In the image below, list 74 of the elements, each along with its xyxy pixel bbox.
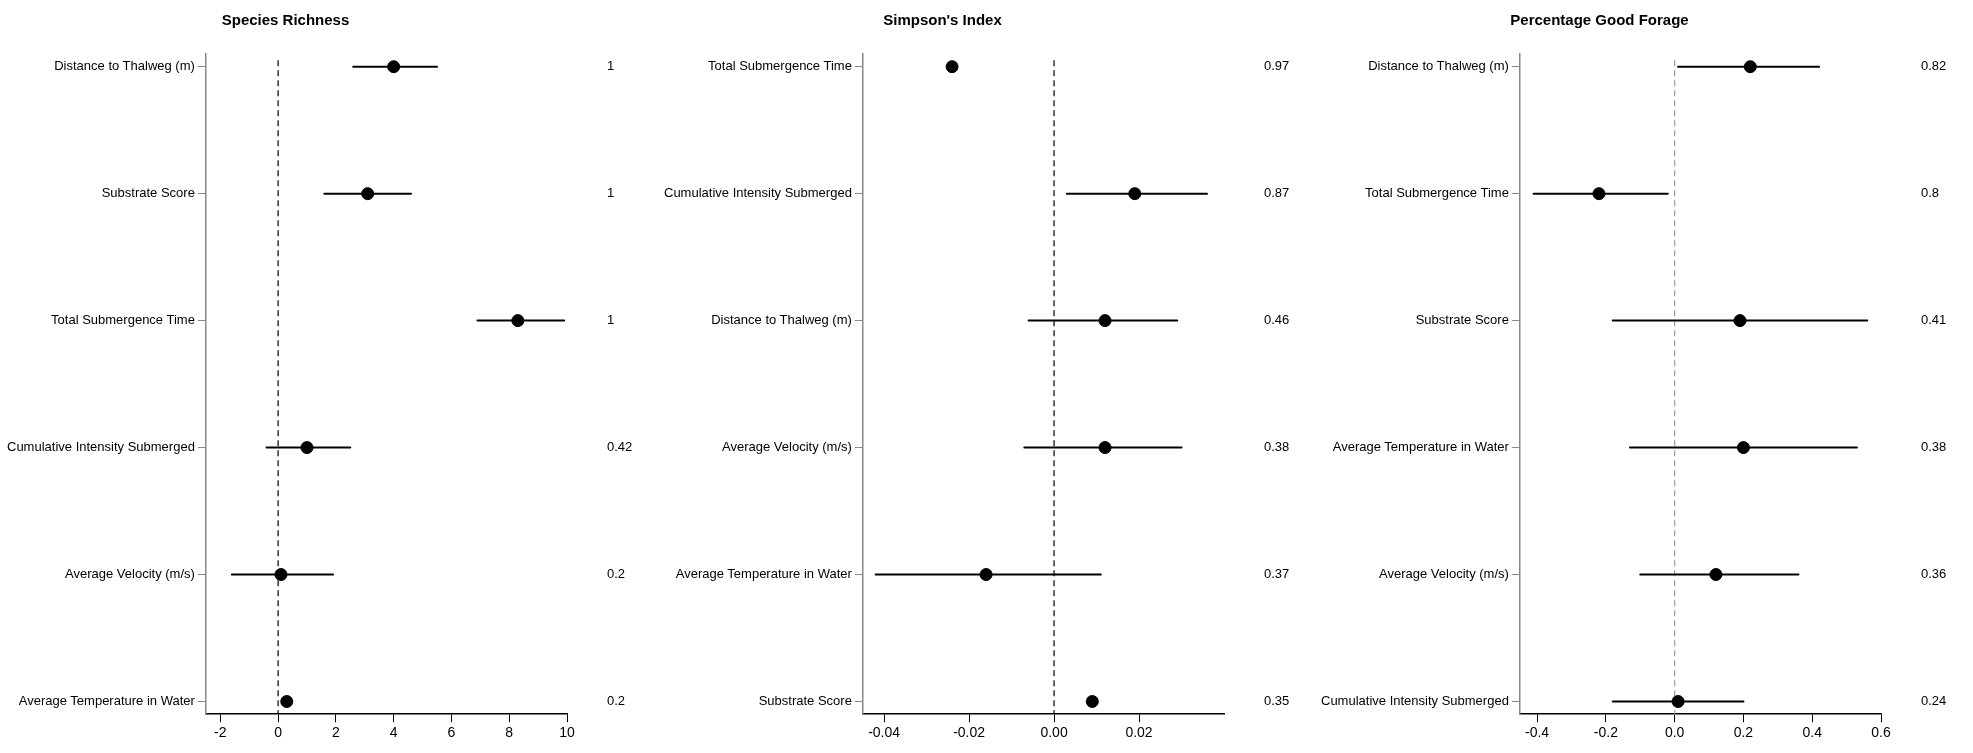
- x-tick-label: 10: [559, 724, 575, 741]
- point: [1098, 314, 1112, 328]
- y-tick-label: Substrate Score: [758, 693, 852, 709]
- point: [1671, 695, 1685, 708]
- x-tick-label: 0.02: [1125, 724, 1153, 741]
- text: 0.38: [1264, 439, 1290, 455]
- y-tick-label: Distance to Thalweg (m): [711, 312, 852, 328]
- text: 0.37: [1264, 566, 1290, 582]
- text: 0.41: [1921, 312, 1947, 328]
- point: [1709, 568, 1723, 582]
- y-tick-label: Average Velocity (m/s): [722, 439, 852, 455]
- chart-title: Species Richness: [221, 11, 350, 29]
- point: [1098, 441, 1112, 455]
- point: [274, 568, 288, 582]
- point: [300, 441, 314, 455]
- x-tick-label: 0.6: [1871, 724, 1891, 741]
- text: 1: [607, 58, 615, 74]
- text: 0.35: [1264, 693, 1290, 709]
- x-tick-label: -0.2: [1593, 724, 1619, 741]
- x-tick-label: 0: [274, 724, 283, 741]
- text: 1: [607, 312, 615, 328]
- text: 0.38: [1921, 439, 1947, 455]
- text: 0.97: [1264, 58, 1290, 74]
- text: 0.36: [1921, 566, 1947, 582]
- point: [1128, 187, 1142, 201]
- point: [1743, 60, 1757, 74]
- y-tick-label: Distance to Thalweg (m): [1368, 58, 1509, 74]
- point: [280, 695, 294, 708]
- point: [361, 187, 375, 201]
- x-tick-label: 2: [331, 724, 340, 741]
- y-tick-label: Average Temperature in Water: [675, 566, 853, 582]
- text: 1: [607, 185, 615, 201]
- x-tick-label: 0.2: [1733, 724, 1754, 741]
- point: [1736, 441, 1750, 455]
- x-tick-label: 0.4: [1802, 724, 1823, 741]
- point: [511, 314, 525, 328]
- chart-title: Simpson's Index: [883, 11, 1003, 29]
- x-tick-label: -0.02: [953, 724, 986, 741]
- x-tick-label: -0.4: [1525, 724, 1550, 741]
- point: [387, 60, 401, 74]
- y-tick-label: Distance to Thalweg (m): [54, 58, 195, 74]
- y-tick-label: Average Velocity (m/s): [1379, 566, 1509, 582]
- point: [1085, 695, 1099, 708]
- x-tick-label: 0.00: [1040, 724, 1068, 741]
- x-tick-label: 4: [389, 724, 398, 741]
- y-tick-label: Cumulative Intensity Submerged: [7, 439, 195, 455]
- text: 0.82: [1921, 58, 1947, 74]
- text: 0.24: [1921, 693, 1947, 709]
- y-tick-label: Cumulative Intensity Submerged: [664, 185, 852, 201]
- y-tick-label: Substrate Score: [1415, 312, 1509, 328]
- x-tick-label: 8: [505, 724, 514, 741]
- y-tick-label: Substrate Score: [101, 185, 195, 201]
- point: [1733, 314, 1747, 328]
- text: 0.46: [1264, 312, 1290, 328]
- y-tick-label: Total Submergence Time: [1365, 185, 1509, 201]
- y-tick-label: Average Velocity (m/s): [65, 566, 195, 582]
- point: [1592, 187, 1606, 201]
- x-tick-label: -0.04: [868, 724, 901, 741]
- x-tick-label: -2: [214, 724, 227, 741]
- text: 0.87: [1264, 185, 1290, 201]
- text: 0.8: [1921, 185, 1940, 201]
- x-tick-label: 0.0: [1664, 724, 1685, 741]
- y-tick-label: Cumulative Intensity Submerged: [1321, 693, 1509, 709]
- y-tick-label: Total Submergence Time: [708, 58, 852, 74]
- x-tick-label: 6: [447, 724, 456, 741]
- text: 0.2: [607, 566, 626, 582]
- point: [979, 568, 993, 582]
- text: 0.42: [607, 439, 633, 455]
- y-tick-label: Total Submergence Time: [51, 312, 195, 328]
- y-tick-label: Average Temperature in Water: [18, 693, 196, 709]
- y-tick-label: Average Temperature in Water: [1332, 439, 1510, 455]
- chart-title: Percentage Good Forage: [1510, 11, 1689, 29]
- point: [945, 60, 959, 74]
- text: 0.2: [607, 693, 626, 709]
